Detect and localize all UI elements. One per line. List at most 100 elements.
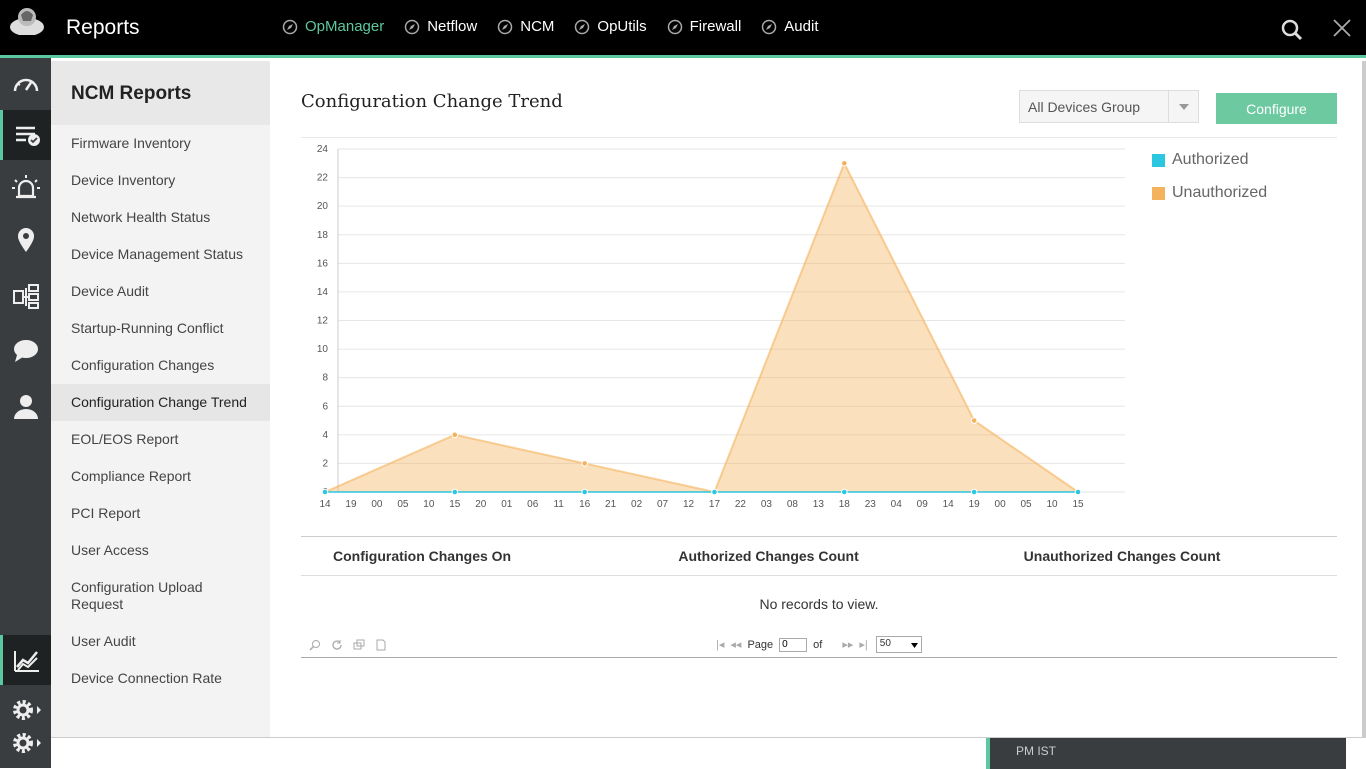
copy-icon[interactable] (353, 639, 365, 651)
first-page-icon[interactable]: |◂ (716, 639, 725, 651)
x-tick-label: 05 (1021, 499, 1033, 510)
column-header[interactable]: Authorized Changes Count (678, 548, 859, 564)
document-icon[interactable] (375, 639, 387, 651)
nav-label: Firewall (689, 18, 742, 35)
data-point-unauthorized (581, 460, 588, 467)
reports-list-icon[interactable] (0, 110, 51, 160)
sidebar-item[interactable]: Device Connection Rate (71, 670, 222, 686)
configure-button[interactable]: Configure (1216, 93, 1337, 124)
data-point-unauthorized (970, 417, 978, 424)
pager-navigation: |◂ ◂◂ Page of ▸▸ ▸| 50 (716, 636, 922, 653)
scrollbar[interactable] (1362, 61, 1366, 737)
compass-icon (575, 19, 590, 34)
chat-icon[interactable] (0, 326, 51, 376)
x-tick-label: 19 (969, 499, 981, 510)
nav-label: Netflow (427, 18, 478, 35)
data-point-authorized (451, 488, 459, 496)
sidebar-item[interactable]: Configuration Upload Request (71, 579, 203, 612)
nav-audit[interactable]: Audit (761, 18, 819, 35)
settings-icon[interactable] (0, 723, 51, 763)
data-point-authorized (711, 488, 718, 496)
nav-ncm[interactable]: NCM (497, 18, 554, 35)
compass-icon (667, 19, 682, 34)
chevron-down-icon[interactable] (1168, 91, 1198, 122)
dashboard-icon[interactable] (0, 58, 51, 108)
analytics-icon[interactable] (0, 635, 51, 685)
config-change-trend-chart: 02 4 6 8 10 12 14 16 18 20 22 24 14 19 00 05 10 15 20 01 06 1… (317, 144, 1125, 510)
column-header[interactable]: Unauthorized Changes Count (1023, 548, 1221, 564)
y-tick-label: 10 (317, 344, 329, 355)
y-tick-label: 4 (322, 430, 328, 441)
nav-oputils[interactable]: OpUtils (574, 18, 647, 35)
sidebar-item[interactable]: Network Health Status (71, 209, 211, 225)
sidebar-item[interactable]: Firmware Inventory (71, 135, 191, 151)
prev-page-icon[interactable]: ◂◂ (730, 639, 742, 651)
page-size-select[interactable]: 50 (875, 636, 922, 653)
alarm-icon[interactable] (0, 162, 51, 212)
last-page-icon[interactable]: ▸| (859, 639, 868, 651)
sidebar-item[interactable]: Device Management Status (71, 246, 243, 262)
legend-item-authorized[interactable]: Authorized (1152, 151, 1267, 169)
data-point-authorized (841, 488, 848, 496)
nav-opmanager[interactable]: OpManager (282, 18, 384, 35)
data-point-authorized (321, 488, 329, 496)
y-tick-label: 16 (317, 258, 329, 269)
sidebar-report-list: Firmware Inventory Device Inventory Networ… (51, 125, 270, 697)
device-group-select[interactable]: All Devices Group (1019, 90, 1199, 123)
main-content: Configuration Change Trend All Devices G… (270, 61, 1366, 737)
next-page-icon[interactable]: ▸▸ (842, 639, 854, 651)
y-tick-label: 18 (317, 230, 329, 241)
sidebar-item[interactable]: Device Inventory (71, 172, 176, 188)
search-icon[interactable] (1281, 19, 1303, 41)
x-tick-label: 00 (371, 499, 383, 510)
sidebar-item[interactable]: Configuration Change Trend (51, 384, 270, 421)
sidebar-item[interactable]: Startup-Running Conflict (71, 320, 224, 336)
search-icon[interactable] (309, 639, 321, 651)
x-tick-label: 11 (553, 499, 564, 510)
map-pin-icon[interactable] (0, 215, 51, 265)
x-tick-label: 10 (423, 499, 435, 510)
user-avatar-icon[interactable] (9, 7, 45, 35)
chart-legend: Authorized Unauthorized (1152, 151, 1267, 217)
timezone-label: PM IST (986, 738, 1346, 769)
nav-firewall[interactable]: Firewall (667, 18, 742, 35)
x-tick-label: 08 (787, 499, 799, 510)
x-tick-label: 00 (995, 499, 1007, 510)
sidebar-item[interactable]: Compliance Report (71, 468, 191, 484)
page-label: Page (747, 638, 774, 651)
sidebar-item[interactable]: Device Audit (71, 283, 149, 299)
x-tick-label: 09 (917, 499, 929, 510)
sidebar-item[interactable]: User Audit (71, 633, 136, 649)
x-tick-label: 03 (761, 499, 773, 510)
page-input[interactable] (779, 637, 808, 652)
x-tick-label: 05 (397, 499, 409, 510)
sidebar-item[interactable]: Configuration Changes (71, 357, 215, 373)
icon-sidebar (0, 58, 51, 768)
sidebar-item[interactable]: User Access (71, 542, 149, 558)
chevron-down-icon (910, 643, 918, 648)
settings-icon[interactable] (0, 685, 51, 735)
column-header[interactable]: Configuration Changes On (333, 548, 512, 564)
nav-netflow[interactable]: Netflow (404, 18, 477, 35)
table-pager: |◂ ◂◂ Page of ▸▸ ▸| 50 (301, 634, 1337, 658)
x-tick-label: 21 (605, 499, 617, 510)
of-label: of (813, 638, 823, 651)
y-tick-label: 22 (317, 173, 329, 184)
close-icon[interactable] (1332, 18, 1352, 38)
nav-label: OpManager (305, 18, 385, 35)
legend-item-unauthorized[interactable]: Unauthorized (1152, 184, 1267, 202)
compass-icon (404, 19, 420, 34)
refresh-icon[interactable] (331, 639, 343, 651)
legend-swatch (1152, 186, 1165, 200)
x-tick-label: 07 (657, 499, 669, 510)
x-tick-label: 19 (345, 499, 357, 510)
network-devices-icon[interactable] (0, 271, 51, 321)
sidebar-item[interactable]: EOL/EOS Report (71, 431, 179, 447)
x-tick-label: 20 (475, 499, 487, 510)
y-tick-label: 8 (322, 373, 328, 384)
user-icon[interactable] (0, 381, 51, 431)
data-point-unauthorized (841, 159, 848, 167)
x-tick-label: 06 (527, 499, 539, 510)
sidebar-item[interactable]: PCI Report (71, 505, 141, 521)
series-area-unauthorized (325, 163, 1078, 492)
